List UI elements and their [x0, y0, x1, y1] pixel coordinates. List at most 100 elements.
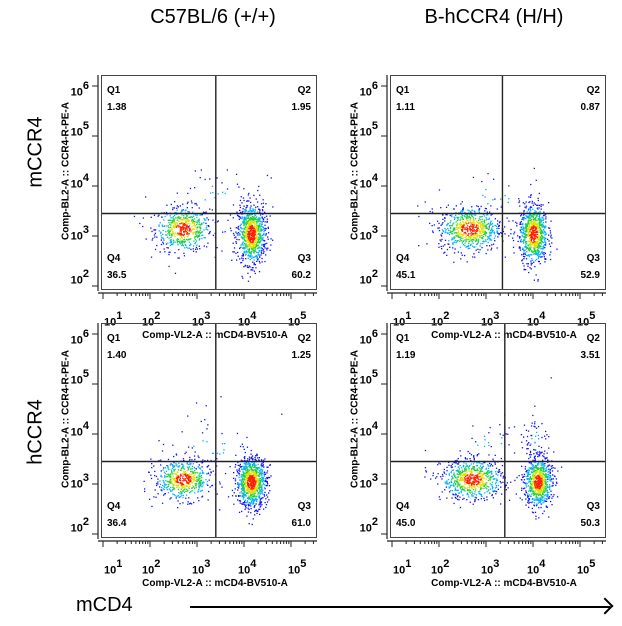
event-dot — [522, 262, 524, 265]
event-dot — [516, 222, 518, 225]
event-dot — [252, 210, 254, 212]
event-dot — [172, 233, 174, 235]
event-dot — [418, 215, 420, 218]
event-dot — [250, 221, 252, 223]
event-dot — [252, 239, 254, 241]
event-dot — [492, 458, 494, 460]
event-dot — [261, 481, 264, 483]
event-dot — [476, 225, 478, 227]
event-dot — [159, 232, 162, 234]
event-dot — [521, 259, 524, 261]
event-dot — [186, 227, 188, 229]
event-dot — [256, 248, 258, 250]
event-dot — [181, 237, 183, 239]
event-dot — [250, 224, 252, 226]
event-dot — [250, 501, 253, 503]
event-dot — [184, 217, 187, 220]
event-dot — [249, 234, 251, 236]
quadrant-percent-q1: 1.40 — [107, 350, 127, 361]
event-dot — [174, 201, 176, 203]
event-dot — [189, 468, 192, 470]
event-dot — [181, 229, 184, 231]
event-dot — [533, 225, 535, 227]
event-dot — [242, 477, 244, 479]
event-dot — [557, 470, 559, 472]
event-dot — [173, 455, 175, 458]
event-dot — [473, 230, 475, 232]
event-dot — [244, 476, 246, 478]
event-dot — [205, 473, 208, 475]
event-dot — [533, 242, 535, 244]
event-dot — [245, 244, 247, 246]
event-dot — [262, 210, 264, 212]
event-dot — [462, 237, 465, 239]
event-dot — [254, 228, 257, 230]
event-dot — [173, 218, 176, 220]
event-dot — [243, 496, 245, 498]
event-dot — [250, 488, 252, 490]
event-dot — [200, 214, 202, 216]
event-dot — [264, 227, 266, 230]
event-dot — [245, 245, 247, 247]
event-dot — [244, 483, 246, 485]
event-dot — [185, 490, 187, 493]
event-dot — [472, 233, 475, 235]
event-dot — [167, 242, 169, 244]
tick-base: 10 — [192, 564, 205, 577]
event-dot — [256, 512, 258, 515]
event-dot — [246, 205, 249, 207]
event-dot — [519, 497, 521, 499]
event-dot — [472, 226, 474, 228]
event-dot — [555, 478, 557, 480]
event-dot — [168, 229, 170, 231]
event-dot — [258, 457, 260, 459]
event-dot — [468, 210, 470, 212]
event-dot — [198, 481, 200, 484]
x-tick-label: 105 — [288, 558, 306, 577]
tick-exponent: 4 — [82, 172, 89, 184]
event-dot — [244, 489, 246, 491]
event-dot — [182, 209, 184, 211]
event-dot — [196, 227, 198, 229]
tick-base: 10 — [70, 230, 83, 243]
event-dot — [252, 459, 254, 462]
tick-exponent: 3 — [204, 558, 211, 570]
event-dot — [246, 478, 248, 480]
event-dot — [241, 510, 243, 513]
event-dot — [502, 230, 505, 233]
event-dot — [253, 495, 255, 497]
event-dot — [533, 239, 535, 242]
event-dot — [235, 173, 238, 175]
event-dot — [245, 495, 247, 497]
x-tick-label: 102 — [142, 558, 160, 577]
event-dot — [205, 228, 207, 230]
event-dot — [245, 504, 247, 506]
event-dot — [530, 183, 532, 186]
event-dot — [454, 217, 456, 219]
event-dot — [529, 225, 531, 227]
event-dot — [175, 226, 178, 228]
event-dot — [187, 489, 189, 491]
event-dot — [258, 232, 260, 234]
event-dot — [232, 477, 235, 479]
event-dot — [162, 237, 164, 239]
event-dot — [479, 232, 481, 234]
event-dot — [248, 245, 250, 247]
event-dot — [160, 474, 162, 477]
event-dot — [262, 226, 264, 228]
event-dot — [249, 503, 252, 505]
event-dot — [267, 236, 269, 238]
event-dot — [162, 488, 164, 490]
event-dot — [498, 227, 500, 230]
event-dot — [188, 233, 190, 235]
quadrant-label-q2: Q2 — [297, 333, 311, 344]
event-dot — [157, 481, 159, 483]
event-dot — [250, 222, 253, 224]
event-dot — [179, 205, 181, 207]
event-dot — [243, 479, 245, 481]
event-dot — [182, 458, 185, 460]
event-dot — [216, 458, 218, 460]
event-dot — [252, 220, 254, 222]
event-dot — [540, 231, 542, 233]
event-dot — [253, 485, 255, 487]
